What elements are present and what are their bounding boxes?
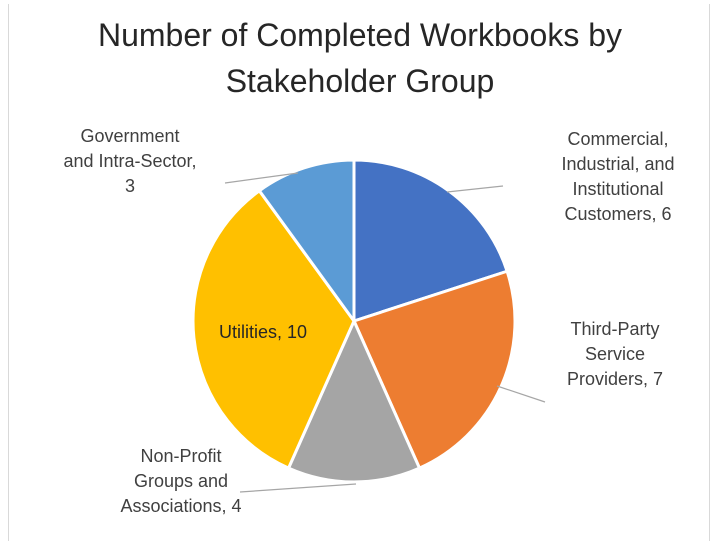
leader-line-non-profit-groups-and-associations [239,483,357,493]
leader-line-third-party-service-providers [496,385,546,403]
pie-slice-third-party-service-providers [352,269,517,470]
slice-label-line: Utilities, 10 [219,322,307,342]
slice-label-line: Third-Party [570,319,659,339]
chart-title-line-2: Stakeholder Group [225,63,495,99]
slice-label-third-party-service-providers: Third-Party Service Providers, 7 [567,319,663,389]
pie-slice-government-and-intra-sector [257,158,356,323]
leader-lines [224,172,546,493]
slice-label-line: Industrial, and [561,154,674,174]
pie-slice-utilities [191,189,356,470]
slice-label-line: 3 [125,176,135,196]
chart-title-line-1: Number of Completed Workbooks by [97,17,623,53]
slice-label-line: Customers, 6 [564,204,671,224]
frame-top-strip [0,0,717,4]
slice-label-line: Non-Profit [140,446,221,466]
slice-label-government-and-intra-sector: Government and Intra-Sector, 3 [63,126,196,196]
slice-label-line: Government [80,126,179,146]
slice-label-line: and Intra-Sector, [63,151,196,171]
slice-label-non-profit-groups-and-associations: Non-Profit Groups and Associations, 4 [120,446,241,516]
slice-label-line: Commercial, [567,129,668,149]
leader-line-government-and-intra-sector [224,172,299,184]
slice-labels: Commercial, Industrial, and Institutional C… [63,126,674,516]
slice-label-line: Groups and [134,471,228,491]
slice-label-commercial-industrial-and-institutional-customers: Commercial, Industrial, and Institutional C… [561,129,674,224]
frame-right-border [709,4,710,541]
leader-line-commercial-industrial-and-institutional-customers [446,185,504,193]
pie-slice-non-profit-groups-and-associations [287,319,421,484]
frame-left-border [8,4,9,541]
slice-label-utilities: Utilities, 10 [219,322,307,342]
slice-label-line: Service [585,344,645,364]
pie-slices [191,158,517,484]
slice-label-line: Institutional [572,179,663,199]
chart-title: Number of Completed Workbooks by Stakeho… [14,12,706,104]
slice-label-line: Associations, 4 [120,496,241,516]
pie-slice-commercial-industrial-and-institutional-customers [352,158,509,323]
slice-label-line: Providers, 7 [567,369,663,389]
